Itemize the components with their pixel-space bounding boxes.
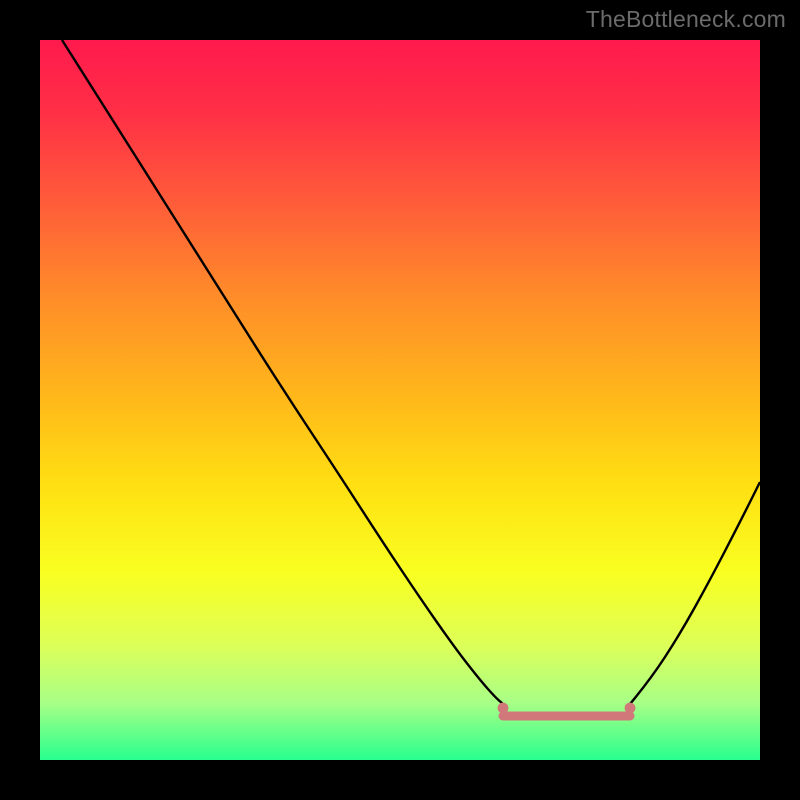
plot-area xyxy=(40,40,760,760)
optimal-range-end-dot xyxy=(625,703,636,714)
bottleneck-curve xyxy=(40,40,760,760)
watermark-text: TheBottleneck.com xyxy=(586,6,786,33)
chart-frame: TheBottleneck.com xyxy=(0,0,800,800)
curve-right-branch xyxy=(630,482,760,704)
optimal-range-start-dot xyxy=(498,703,509,714)
curve-left-branch xyxy=(62,40,503,704)
